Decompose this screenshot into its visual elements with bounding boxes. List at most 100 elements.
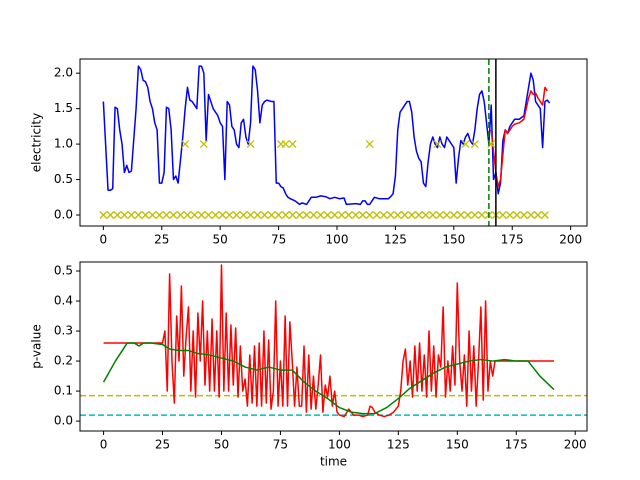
marker bbox=[477, 211, 486, 219]
marker bbox=[456, 211, 465, 219]
marker bbox=[176, 211, 185, 219]
series-line bbox=[103, 264, 554, 418]
series-line bbox=[102, 342, 555, 415]
marker bbox=[218, 211, 227, 219]
marker bbox=[351, 211, 360, 219]
marker bbox=[239, 211, 248, 219]
marker bbox=[519, 211, 528, 219]
marker bbox=[267, 211, 276, 219]
marker bbox=[99, 211, 108, 219]
marker bbox=[204, 211, 213, 219]
marker bbox=[407, 211, 416, 219]
x-tick-label: 125 bbox=[384, 233, 407, 247]
x-tick-label: 125 bbox=[387, 438, 410, 452]
marker bbox=[470, 140, 479, 149]
y-tick-label: 0.1 bbox=[54, 384, 73, 398]
y-tick-label: 2.0 bbox=[54, 66, 73, 80]
marker bbox=[127, 211, 136, 219]
series-line bbox=[102, 65, 551, 206]
marker bbox=[337, 211, 346, 219]
series-line bbox=[490, 86, 548, 188]
marker bbox=[288, 211, 297, 219]
marker bbox=[113, 211, 122, 219]
y-axis-label: p-value bbox=[30, 324, 44, 368]
x-tick-label: 0 bbox=[100, 233, 108, 247]
marker bbox=[246, 140, 255, 149]
marker bbox=[274, 211, 283, 219]
marker bbox=[181, 140, 190, 149]
marker bbox=[197, 211, 206, 219]
marker bbox=[253, 211, 262, 219]
marker bbox=[302, 211, 311, 219]
y-tick-label: 0.0 bbox=[54, 208, 73, 222]
y-tick-label: 0.5 bbox=[54, 172, 73, 186]
x-tick-label: 150 bbox=[446, 438, 469, 452]
marker bbox=[344, 211, 353, 219]
marker bbox=[134, 211, 143, 219]
marker bbox=[281, 211, 290, 219]
marker bbox=[463, 211, 472, 219]
y-tick-label: 1.0 bbox=[54, 137, 73, 151]
marker bbox=[372, 211, 381, 219]
marker bbox=[106, 211, 115, 219]
x-tick-label: 175 bbox=[501, 233, 524, 247]
marker bbox=[190, 211, 199, 219]
x-tick-label: 100 bbox=[328, 438, 351, 452]
marker bbox=[246, 211, 255, 219]
marker bbox=[169, 211, 178, 219]
y-axis-label: electricity bbox=[30, 113, 44, 172]
axes-frame bbox=[79, 261, 588, 432]
marker bbox=[225, 211, 234, 219]
marker bbox=[162, 211, 171, 219]
plot-area bbox=[80, 264, 587, 418]
marker bbox=[183, 211, 192, 219]
marker bbox=[449, 211, 458, 219]
x-tick-label: 200 bbox=[564, 438, 587, 452]
y-tick-label: 0.2 bbox=[54, 354, 73, 368]
x-tick-label: 75 bbox=[273, 438, 288, 452]
marker bbox=[365, 140, 374, 149]
marker bbox=[260, 211, 269, 219]
marker bbox=[281, 140, 290, 149]
marker bbox=[365, 211, 374, 219]
marker bbox=[155, 211, 164, 219]
marker bbox=[400, 211, 409, 219]
marker bbox=[386, 211, 395, 219]
marker bbox=[330, 211, 339, 219]
marker bbox=[316, 211, 325, 219]
marker bbox=[526, 211, 535, 219]
marker bbox=[141, 211, 150, 219]
x-tick-label: 25 bbox=[154, 233, 169, 247]
x-tick-label: 0 bbox=[100, 438, 108, 452]
marker bbox=[309, 211, 318, 219]
marker bbox=[295, 211, 304, 219]
marker bbox=[470, 211, 479, 219]
x-tick-label: 75 bbox=[271, 233, 286, 247]
y-tick-label: 0.3 bbox=[54, 324, 73, 338]
marker bbox=[428, 211, 437, 219]
marker bbox=[498, 211, 507, 219]
marker bbox=[433, 140, 442, 149]
marker bbox=[211, 211, 220, 219]
marker bbox=[505, 211, 514, 219]
marker bbox=[435, 211, 444, 219]
marker bbox=[323, 211, 332, 219]
y-tick-label: 0.5 bbox=[54, 264, 73, 278]
x-tick-label: 25 bbox=[155, 438, 170, 452]
marker bbox=[461, 140, 470, 149]
x-tick-label: 200 bbox=[559, 233, 582, 247]
marker bbox=[533, 211, 542, 219]
marker bbox=[442, 211, 451, 219]
x-tick-label: 50 bbox=[214, 438, 229, 452]
marker bbox=[358, 211, 367, 219]
marker bbox=[421, 211, 430, 219]
marker bbox=[199, 140, 208, 149]
marker bbox=[148, 211, 157, 219]
marker bbox=[512, 211, 521, 219]
y-tick-label: 1.5 bbox=[54, 101, 73, 115]
marker bbox=[414, 211, 423, 219]
axes-frame bbox=[79, 58, 588, 227]
x-tick-label: 150 bbox=[442, 233, 465, 247]
